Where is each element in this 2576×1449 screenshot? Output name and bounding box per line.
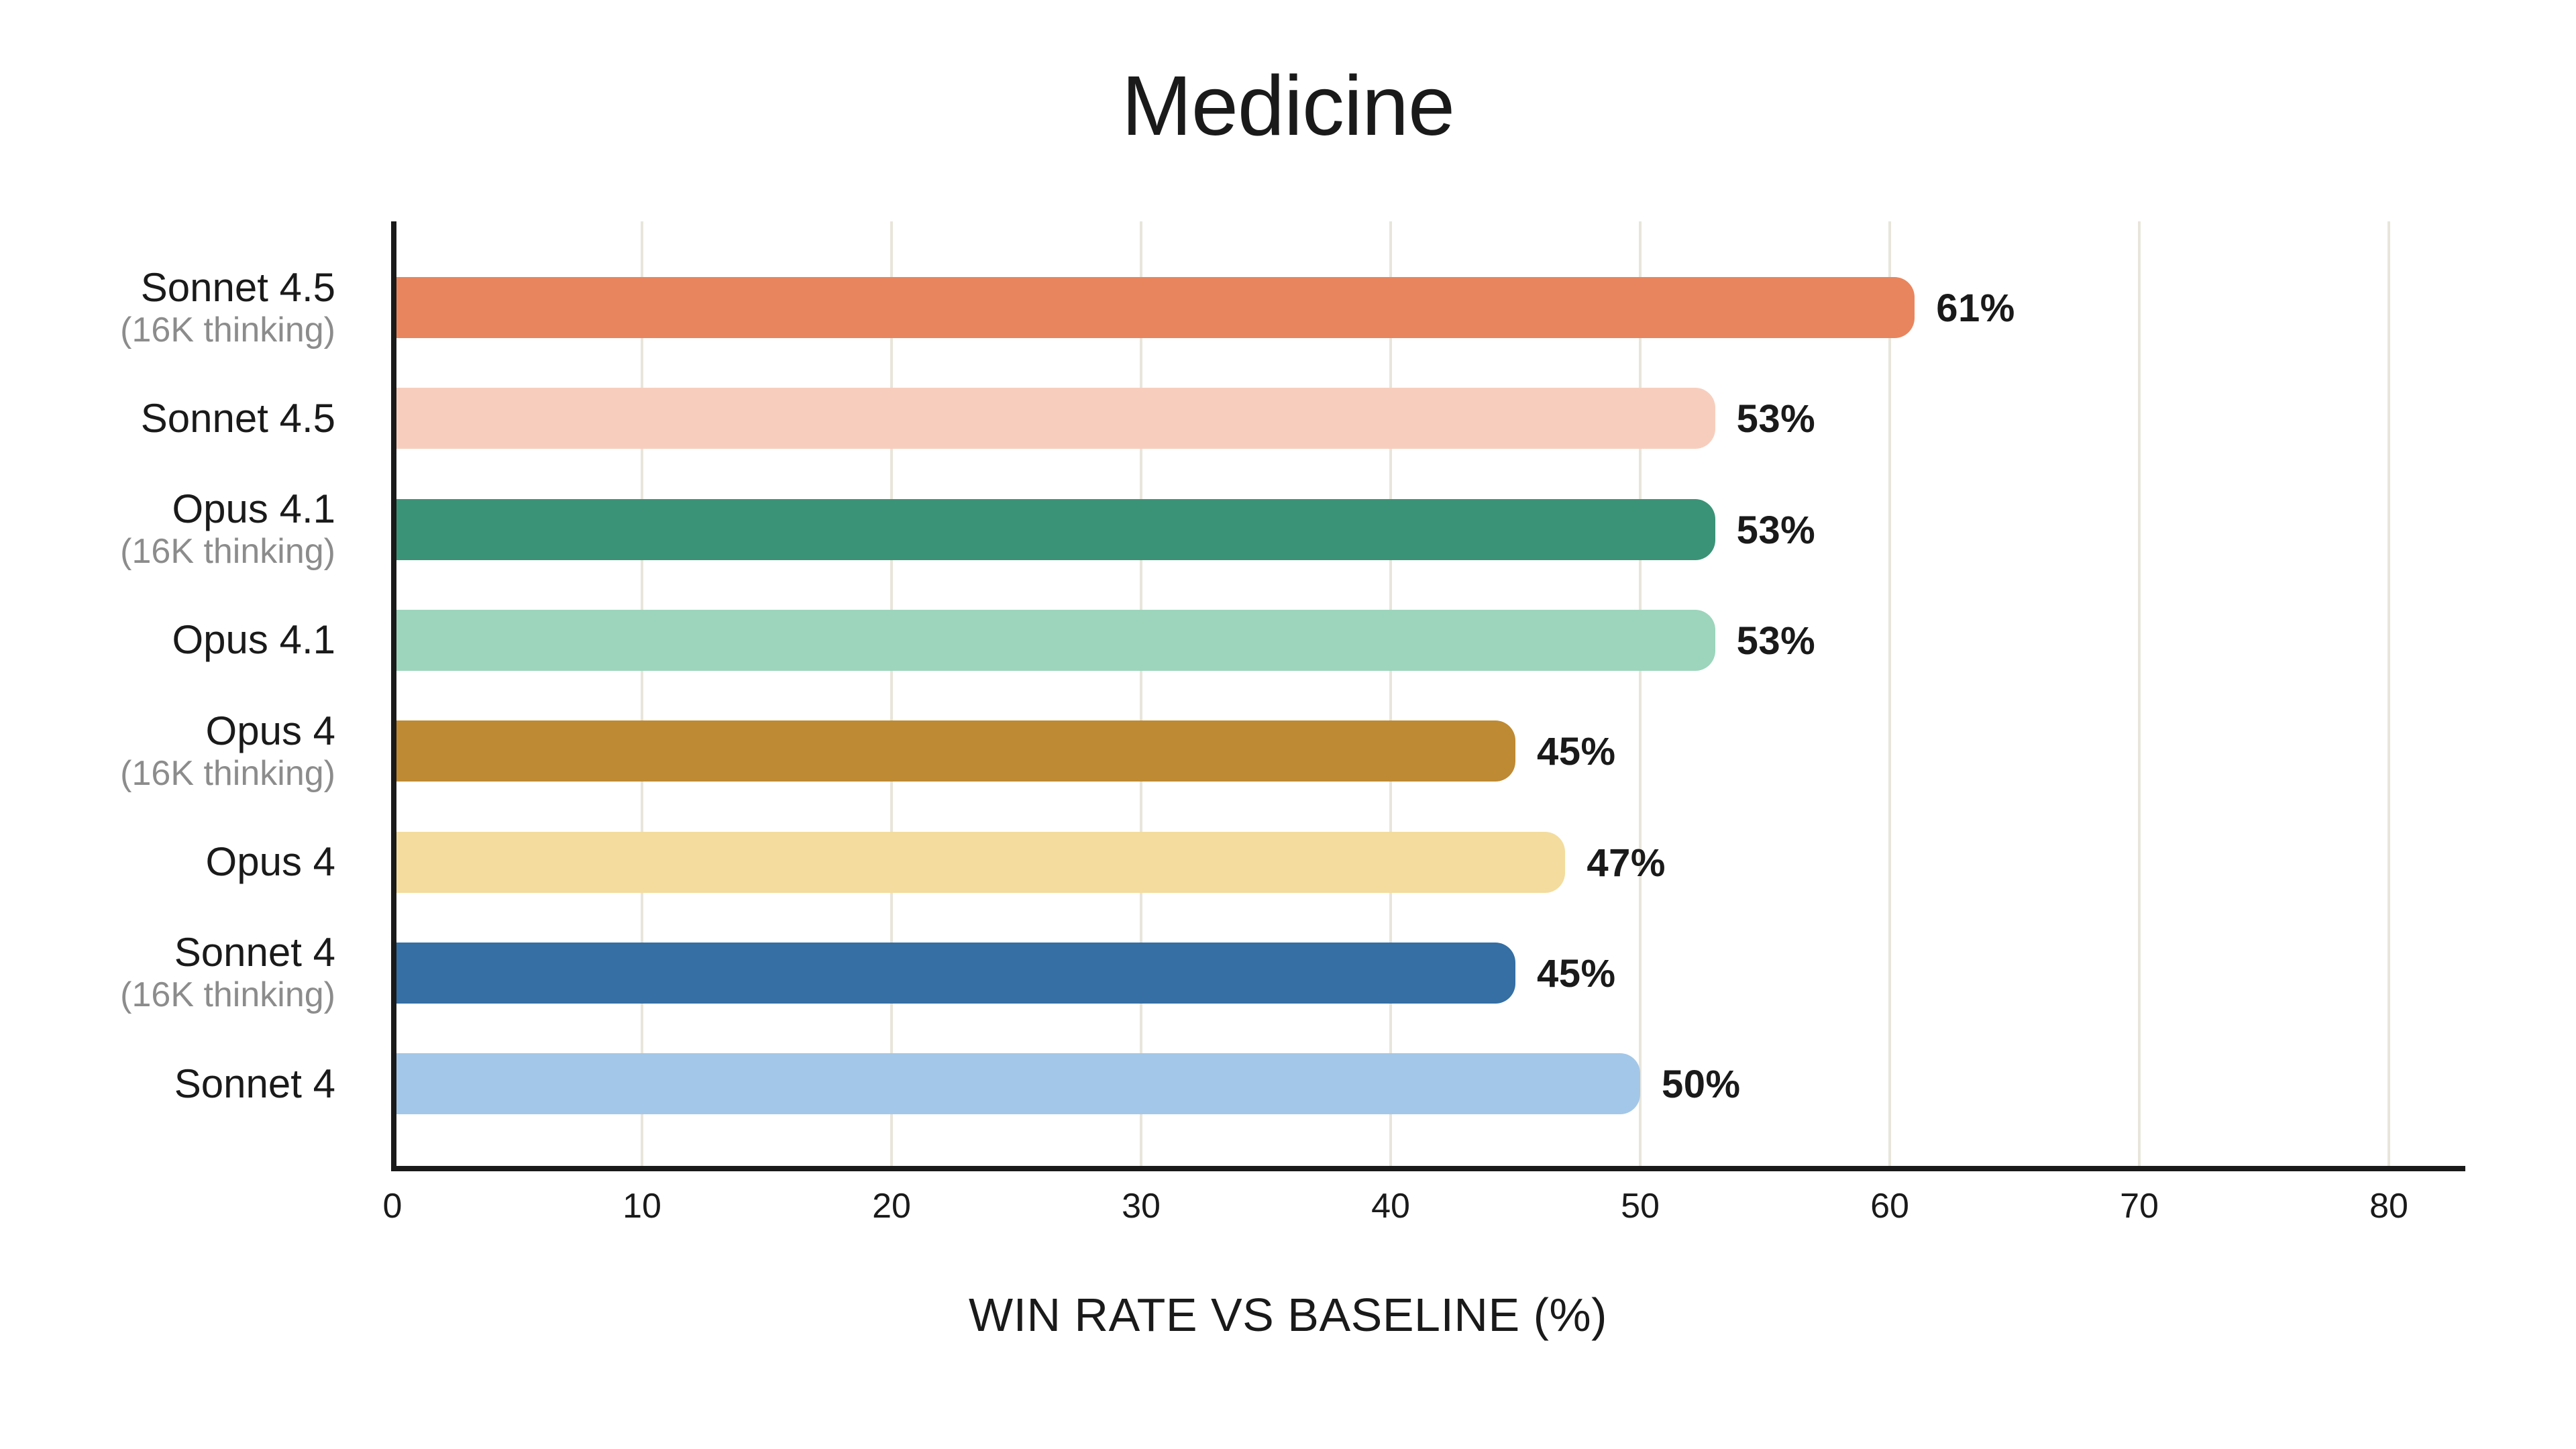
gridline-50: [1639, 221, 1642, 1166]
bar-opus-4-1-16k-thinking: [396, 498, 1715, 560]
x-tick-10: 10: [623, 1187, 661, 1226]
x-tick-30: 30: [1122, 1187, 1161, 1226]
gridline-40: [1389, 221, 1392, 1166]
gridline-30: [1140, 221, 1142, 1166]
bar-value-label: 53%: [1736, 508, 1816, 552]
bar-value-label: 47%: [1587, 841, 1666, 885]
bar-sonnet-4: [396, 1053, 1640, 1115]
y-label-row: Opus 4.1 (16K thinking): [0, 472, 335, 587]
bar-value-label: 45%: [1537, 951, 1616, 996]
gridline-20: [890, 221, 893, 1166]
y-label-row: Sonnet 4: [0, 1026, 335, 1141]
x-axis-title: WIN RATE VS BASELINE (%): [969, 1289, 1607, 1341]
x-tick-50: 50: [1621, 1187, 1660, 1226]
x-tick-20: 20: [872, 1187, 911, 1226]
chart-title: Medicine: [1121, 58, 1455, 153]
y-label-main: Sonnet 4.5: [140, 395, 335, 441]
x-tick-80: 80: [2369, 1187, 2408, 1226]
y-label-main: Sonnet 4: [174, 1061, 335, 1106]
y-label-row: Sonnet 4.5: [0, 361, 335, 476]
y-label-main: Opus 4.1: [172, 617, 336, 663]
gridline-10: [641, 221, 643, 1166]
y-label-main: Sonnet 4: [174, 930, 335, 975]
x-tick-0: 0: [382, 1187, 402, 1226]
y-label-row: Opus 4: [0, 805, 335, 920]
y-label-sub: (16K thinking): [120, 753, 335, 793]
bar-opus-4-1: [396, 609, 1715, 671]
gridline-70: [2138, 221, 2141, 1166]
y-label-row: Sonnet 4 (16K thinking): [0, 916, 335, 1030]
y-label-main: Opus 4.1: [172, 486, 336, 532]
y-label-sub: (16K thinking): [120, 310, 335, 350]
plot-area: 61% 53% 53% 53% 45% 47% 45% 50%: [392, 221, 2465, 1166]
gridline-80: [2387, 221, 2390, 1166]
bar-value-label: 50%: [1662, 1063, 1741, 1107]
y-label-main: Opus 4: [205, 839, 335, 884]
bar-sonnet-4-5-16k-thinking: [396, 277, 1915, 338]
y-label-row: Opus 4.1: [0, 583, 336, 698]
x-axis-line: [391, 1166, 2465, 1171]
bar-value-label: 53%: [1736, 397, 1816, 441]
x-tick-70: 70: [2120, 1187, 2159, 1226]
bar-sonnet-4-5: [396, 388, 1715, 449]
bar-value-label: 61%: [1936, 286, 2015, 330]
y-label-sub: (16K thinking): [120, 975, 335, 1015]
bar-value-label: 53%: [1736, 619, 1816, 663]
y-axis-labels: Sonnet 4.5 (16K thinking) Sonnet 4.5 Opus 4…: [0, 221, 335, 1166]
bar-opus-4: [396, 831, 1566, 893]
y-label-main: Sonnet 4.5: [140, 264, 335, 310]
bar-opus-4-16k-thinking: [396, 720, 1515, 782]
y-label-sub: (16K thinking): [120, 532, 335, 572]
y-label-row: Opus 4 (16K thinking): [0, 694, 335, 808]
bar-value-label: 45%: [1537, 730, 1616, 774]
gridline-60: [1888, 221, 1891, 1166]
y-label-main: Opus 4: [205, 708, 335, 753]
y-axis-line: [391, 221, 396, 1171]
y-label-row: Sonnet 4.5 (16K thinking): [0, 250, 335, 365]
bar-sonnet-4-16k-thinking: [396, 942, 1515, 1004]
x-tick-60: 60: [1870, 1187, 1909, 1226]
x-tick-40: 40: [1371, 1187, 1410, 1226]
